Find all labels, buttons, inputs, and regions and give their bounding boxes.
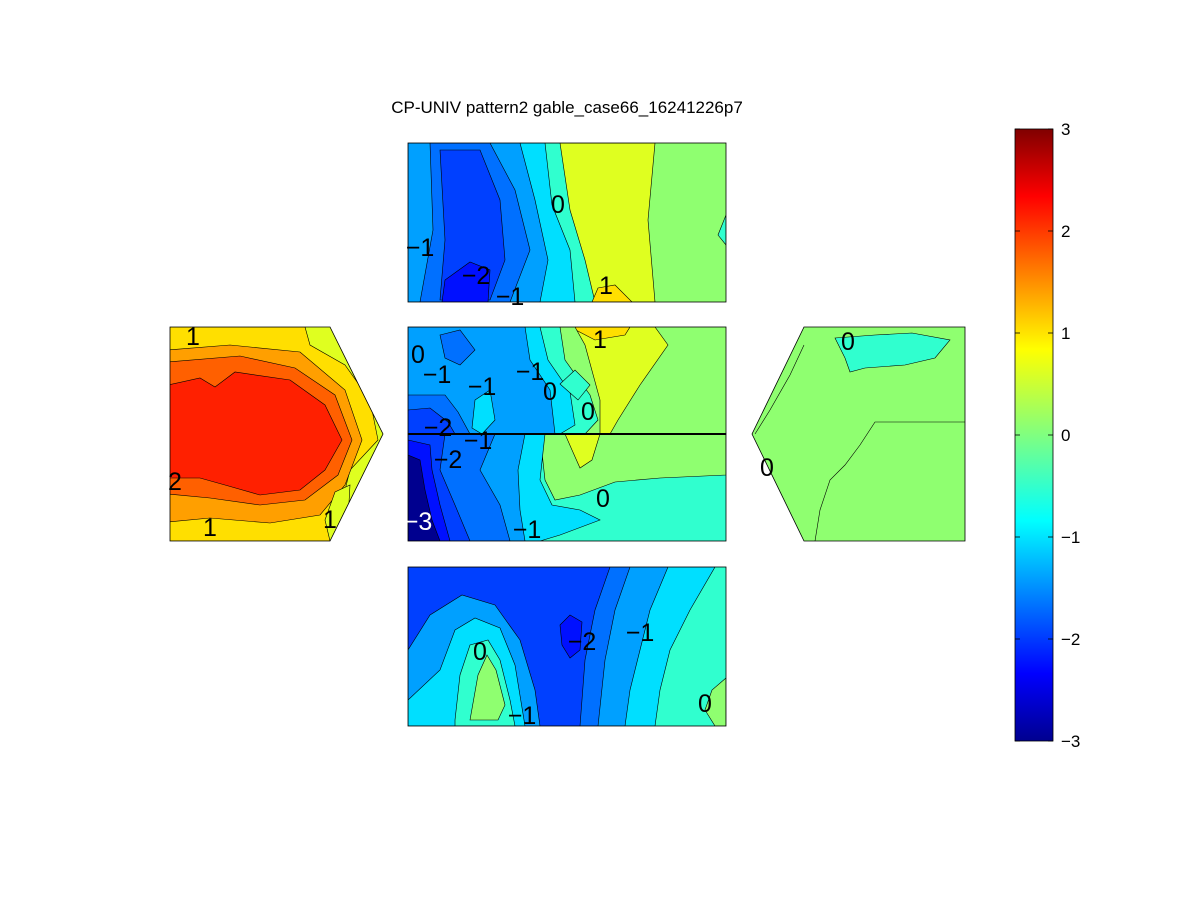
- label-cu-m1: −1: [423, 361, 452, 389]
- label-left-1: 1: [186, 323, 200, 351]
- label-cl-m2: −2: [434, 446, 463, 474]
- label-bot-0: 0: [473, 638, 487, 666]
- label-cu-0c: 0: [581, 398, 595, 426]
- label-cu-m1d: −1: [464, 427, 493, 455]
- panel-right-gable: [752, 327, 965, 541]
- panel-center-lower: [408, 434, 726, 541]
- colorbar: 3 2 1 0 −1 −2 −3: [1014, 120, 1080, 751]
- colorbar-tick-label: −2: [1061, 630, 1080, 649]
- label-bot-m1: −1: [626, 619, 655, 647]
- label-cu-m1b: −1: [468, 373, 497, 401]
- label-cl-m3: −3: [404, 508, 433, 536]
- colorbar-fill: [1015, 129, 1053, 741]
- label-cu-1: 1: [593, 326, 607, 354]
- bot-band-m25: [559, 614, 583, 659]
- right-band-line1: [754, 344, 805, 435]
- cu-band-m15b: [439, 329, 476, 366]
- top-frame: [407, 142, 727, 303]
- bot-band-0: [469, 654, 506, 721]
- label-left-1b: 1: [203, 514, 217, 542]
- label-cu-m1c: −1: [516, 358, 545, 386]
- left-frame: [169, 326, 384, 542]
- colorbar-tick-label: 1: [1061, 324, 1070, 343]
- right-band-m02: [834, 332, 951, 373]
- colorbar-ticks: 3 2 1 0 −1 −2 −3: [1015, 120, 1080, 751]
- panel-left-gable: [170, 327, 383, 541]
- label-cu-0: 0: [411, 341, 425, 369]
- label-right-0: 0: [841, 328, 855, 356]
- cu-band-1: [569, 327, 631, 341]
- label-top-m2: −2: [462, 262, 491, 290]
- label-bot-m2: −2: [568, 628, 597, 656]
- label-top-m1: −1: [406, 234, 435, 262]
- colorbar-tick-label: 0: [1061, 426, 1070, 445]
- bot-band-0b: [704, 677, 726, 726]
- cu-band-m2: [408, 407, 456, 434]
- label-cl-0: 0: [596, 485, 610, 513]
- top-band-1: [591, 284, 633, 302]
- label-left-2: 2: [168, 468, 182, 496]
- right-frame: [751, 326, 966, 542]
- panel-top-face: [408, 143, 726, 302]
- chart-title: CP-UNIV pattern2 gable_case66_16241226p7: [391, 98, 743, 117]
- bot-frame: [407, 566, 727, 727]
- left-band-25: [170, 371, 343, 496]
- label-cu-0b: 0: [543, 378, 557, 406]
- colorbar-tick-label: −1: [1061, 528, 1080, 547]
- right-band-line2: [814, 421, 965, 541]
- colorbar-tick-label: 2: [1061, 222, 1070, 241]
- cl-band-05: [564, 434, 601, 469]
- cl-band-m3: [408, 454, 441, 541]
- colorbar-tick-label: −3: [1061, 732, 1080, 751]
- label-top-0: 0: [551, 191, 565, 219]
- label-bot-0b: 0: [698, 690, 712, 718]
- cu-band-m02b: [559, 369, 591, 401]
- cu-band-m05b: [471, 389, 496, 434]
- top-band-edge: [717, 214, 726, 246]
- label-top-m1b: −1: [496, 283, 525, 311]
- label-cl-m1: −1: [513, 516, 542, 544]
- label-cu-m2: −2: [424, 414, 453, 442]
- label-left-1c: 1: [323, 506, 337, 534]
- label-bot-m1b: −1: [508, 702, 537, 730]
- panel-bottom-face: [408, 567, 726, 726]
- label-right-0b: 0: [760, 454, 774, 482]
- panel-center-upper: [408, 327, 726, 434]
- colorbar-tick-label: 3: [1061, 120, 1070, 139]
- top-band-m2: [439, 149, 506, 301]
- top-band-m25: [441, 261, 491, 302]
- label-top-1: 1: [599, 272, 613, 300]
